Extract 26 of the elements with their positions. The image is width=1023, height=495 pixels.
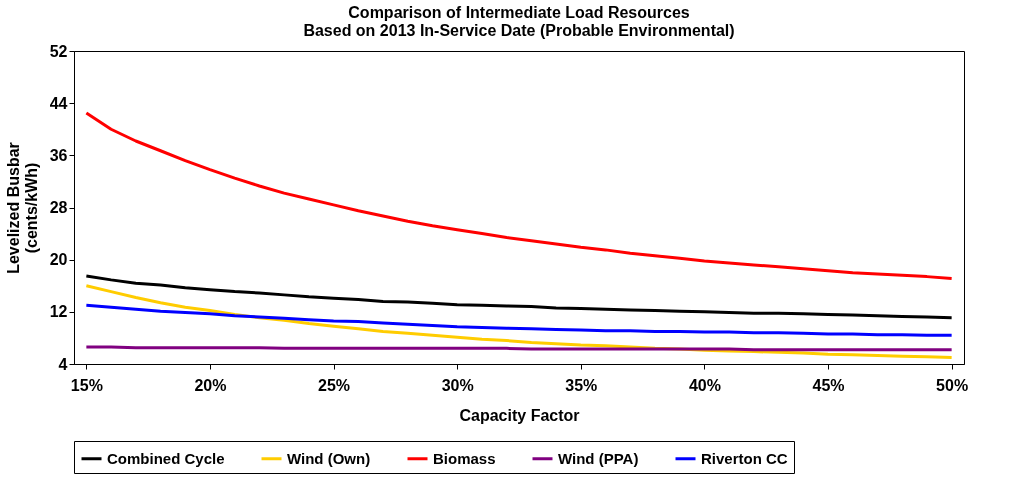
x-tick-label: 30% xyxy=(441,376,474,394)
legend-label: Wind (Own) xyxy=(287,449,371,467)
x-tick-label: 45% xyxy=(812,376,845,394)
line-series xyxy=(84,303,954,337)
y-tick-label: 20 xyxy=(49,251,68,269)
y-axis-title: Levelized Busbar (cents/kWh) xyxy=(4,142,40,274)
x-tick-label: 15% xyxy=(70,376,103,394)
line-series xyxy=(84,111,954,281)
y-tick-label: 12 xyxy=(49,303,68,321)
legend-label: Riverton CC xyxy=(701,449,788,467)
x-tick-label: 20% xyxy=(194,376,227,394)
legend-label: Combined Cycle xyxy=(107,449,225,467)
y-tick-label: 52 xyxy=(49,42,68,60)
x-tick-label: 40% xyxy=(688,376,721,394)
chart-title: Comparison of Intermediate Load Resources Based on 2013 In-Service Date (Probable Environmental) xyxy=(303,4,735,39)
line-series xyxy=(84,274,954,320)
y-tick-label: 44 xyxy=(49,94,68,112)
y-tick-label: 4 xyxy=(58,355,68,373)
legend-label: Wind (PPA) xyxy=(558,449,639,467)
x-tick-label: 50% xyxy=(936,376,969,394)
x-tick-label: 35% xyxy=(565,376,598,394)
x-axis-title: Capacity Factor xyxy=(459,406,580,424)
y-tick-label: 28 xyxy=(49,199,68,216)
legend-label: Biomass xyxy=(433,449,496,467)
y-tick-label: 36 xyxy=(49,146,68,164)
x-tick-label: 25% xyxy=(318,376,351,394)
